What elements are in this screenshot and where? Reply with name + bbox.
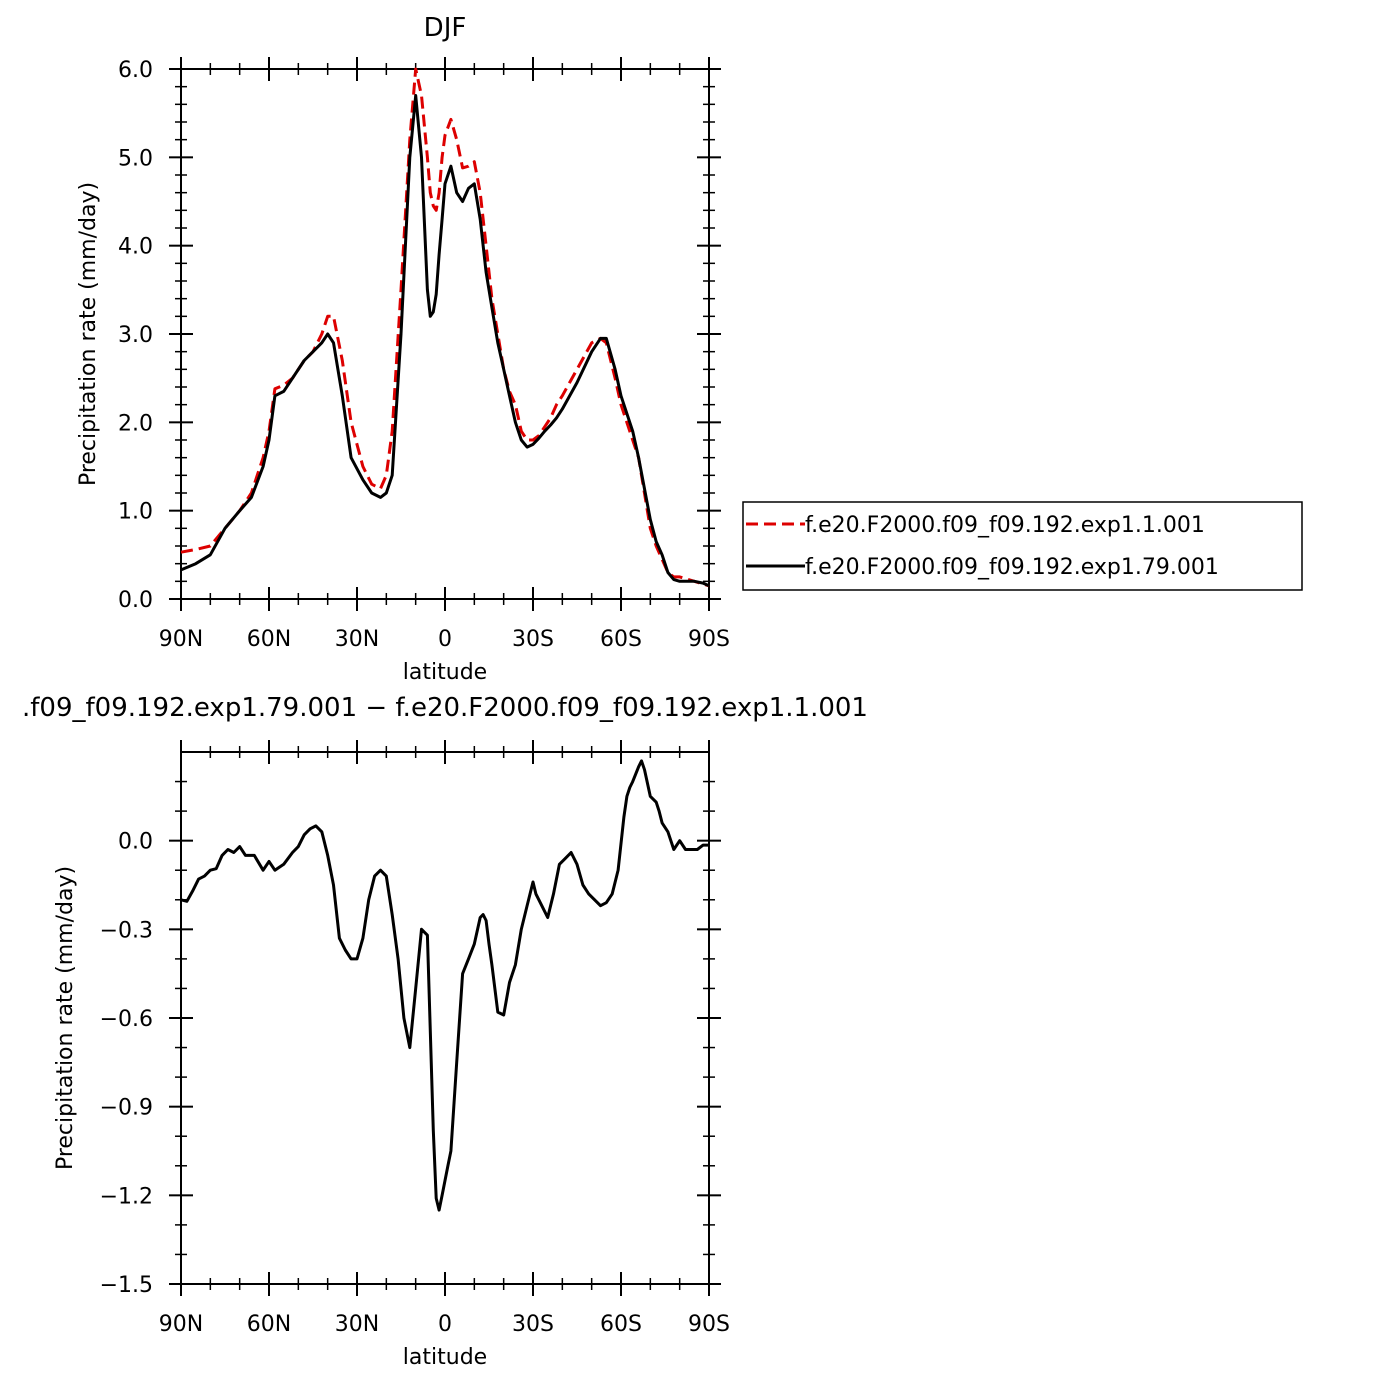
y-tick-label: −0.6: [100, 1007, 153, 1032]
x-axis-label: latitude: [403, 1345, 487, 1370]
chart-title: .f09_f09.192.exp1.79.001 − f.e20.F2000.f…: [22, 693, 868, 723]
legend-box: [742, 501, 1303, 591]
legend-entry-1: f.e20.F2000.f09_f09.192.exp1.79.001: [805, 555, 1219, 580]
x-tick-label: 60N: [247, 1312, 291, 1337]
series-line-0: [180, 759, 709, 1212]
x-tick-label: 0: [438, 1312, 452, 1337]
y-tick-label: 1.0: [118, 500, 153, 525]
series-line-1: [180, 94, 710, 588]
legend-entry-0: f.e20.F2000.f09_f09.192.exp1.1.001: [805, 513, 1205, 538]
plot-frame: [180, 68, 710, 600]
y-tick-label: 2.0: [118, 411, 153, 436]
y-tick-label: 0.0: [118, 588, 153, 613]
x-tick-label: 90S: [688, 1312, 730, 1337]
x-tick-label: 60N: [247, 627, 291, 652]
x-tick-label: 90S: [688, 627, 730, 652]
y-axis-label: Precipitation rate (mm/day): [53, 866, 78, 1170]
y-tick-label: 3.0: [118, 323, 153, 348]
bottom-panel: .f09_f09.192.exp1.79.001 − f.e20.F2000.f…: [22, 693, 868, 1370]
x-tick-label: 0: [438, 627, 452, 652]
y-tick-label: −0.9: [100, 1096, 153, 1121]
y-tick-label: 4.0: [118, 235, 153, 260]
x-tick-label: 30N: [335, 1312, 379, 1337]
x-tick-label: 30S: [512, 627, 554, 652]
series-line-0: [180, 67, 710, 588]
x-tick-label: 90N: [159, 627, 203, 652]
x-tick-label: 60S: [600, 1312, 642, 1337]
y-tick-label: −0.3: [100, 918, 153, 943]
x-tick-label: 90N: [159, 1312, 203, 1337]
x-tick-label: 30N: [335, 627, 379, 652]
x-tick-label: 30S: [512, 1312, 554, 1337]
chart-title: DJF: [424, 13, 467, 43]
y-tick-label: −1.2: [100, 1184, 153, 1209]
y-tick-label: 0.0: [118, 830, 153, 855]
x-axis-label: latitude: [403, 660, 487, 685]
plot-frame: [180, 751, 710, 1285]
y-tick-label: −1.5: [100, 1273, 153, 1298]
y-axis-label: Precipitation rate (mm/day): [76, 182, 101, 486]
y-tick-label: 6.0: [118, 58, 153, 83]
y-tick-label: 5.0: [118, 146, 153, 171]
top-panel: DJF 90N 60N 30N 0 30S 60S 90S 0.0 1.0 2.0 3.0 4.0 5.0…: [76, 13, 1303, 685]
x-tick-label: 60S: [600, 627, 642, 652]
